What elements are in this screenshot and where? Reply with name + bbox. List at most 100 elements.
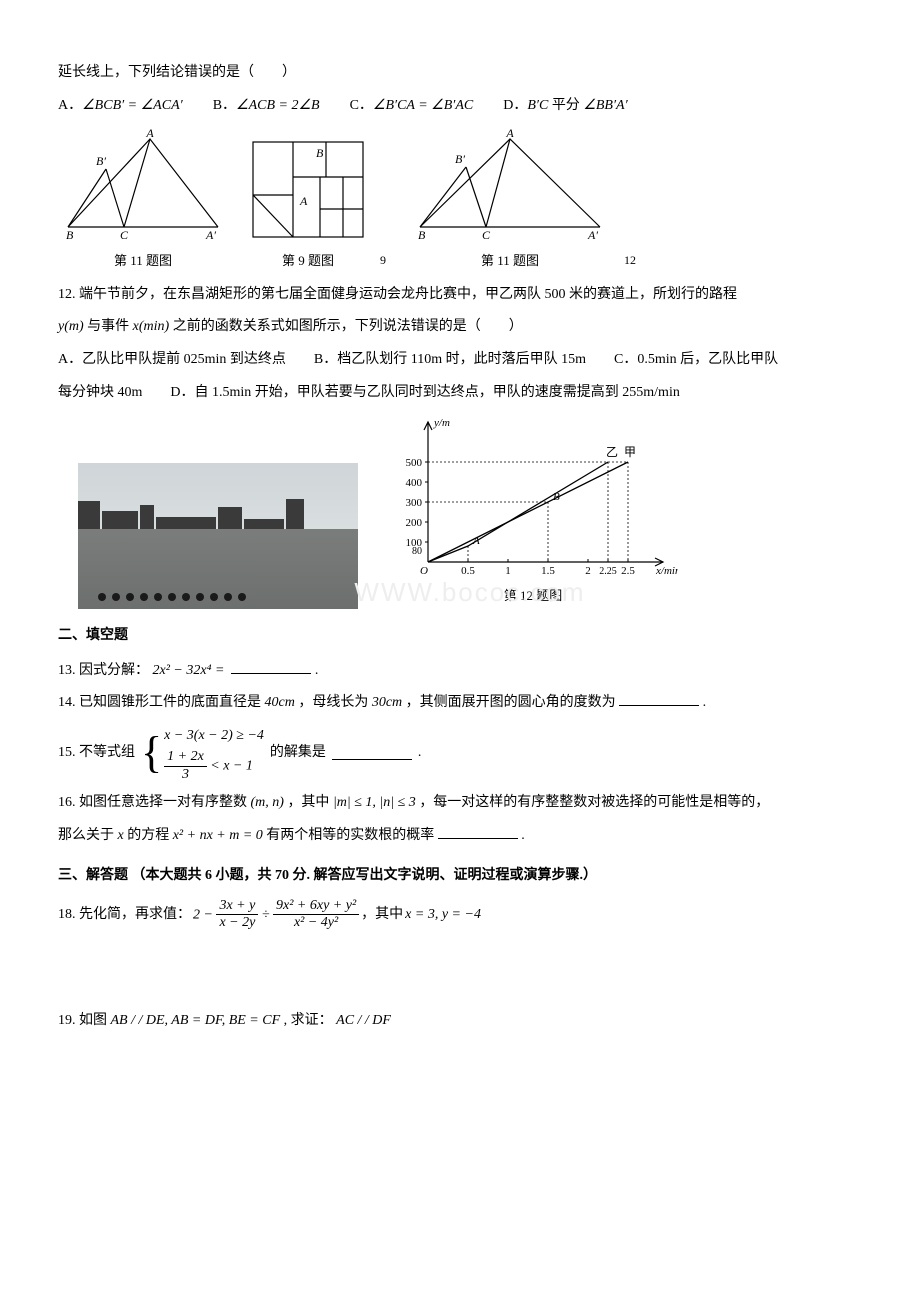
svg-text:A: A	[505, 127, 514, 140]
q12-opts-line2: 每分钟块 40m D．自 1.5min 开始，甲队若要与乙队同时到达终点，甲队的…	[58, 380, 862, 407]
q16-t2: ，其中	[287, 795, 333, 810]
svg-text:B: B	[66, 228, 74, 242]
q15-row1: x − 3(x − 2) ≥ −4	[164, 723, 264, 750]
svg-text:A′: A′	[205, 228, 216, 242]
svg-text:A′: A′	[587, 228, 598, 242]
squares-9-icon: A B	[248, 137, 368, 247]
triangle-11-icon: A B′ B C A′	[58, 127, 228, 247]
svg-text:A: A	[472, 535, 480, 547]
q13-blank	[231, 660, 311, 674]
svg-text:2.5: 2.5	[621, 565, 635, 577]
triangle-11b-icon: A B′ B C A′	[410, 127, 610, 247]
svg-text:A: A	[299, 194, 308, 208]
label-9: 9	[380, 249, 386, 272]
q16-t6: 有两个相等的实数根的概率	[266, 828, 438, 843]
q13-math: 2x² − 32x⁴ =	[153, 663, 225, 678]
q16-m2: |m| ≤ 1, |n| ≤ 3	[333, 795, 416, 810]
q15-r2-num: 1 + 2x	[164, 749, 207, 767]
q11-opt-b: B．∠ACB = 2∠B	[213, 93, 320, 120]
q14-m2: 30cm	[372, 695, 402, 710]
q14-t2: ，母线长为	[298, 695, 372, 710]
q16-blank	[438, 825, 518, 839]
fig11-caption: 第 11 题图	[58, 249, 228, 274]
q16-line1: 16. 如图任意选择一对有序整数 (m, n) ，其中 |m| ≤ 1, |n|…	[58, 790, 862, 817]
q11-options: A．∠BCB′ = ∠ACA′ B．∠ACB = 2∠B C．∠B′CA = ∠…	[58, 93, 862, 120]
q18-pre: 18. 先化简，再求值：	[58, 902, 191, 929]
svg-text:500: 500	[406, 457, 423, 469]
svg-text:B: B	[316, 146, 324, 160]
q19-m2: AC / / DF	[336, 1013, 391, 1028]
q18-f2n: 9x² + 6xy + y²	[273, 898, 359, 916]
svg-text:B′: B′	[455, 152, 465, 166]
label-12: 12	[624, 249, 636, 272]
q18-f2d: x² − 4y²	[273, 915, 359, 932]
q16-m3: x	[118, 828, 124, 843]
svg-text:1: 1	[505, 565, 511, 577]
svg-text:x/min: x/min	[655, 565, 678, 577]
q18-mid: ，其中	[361, 902, 403, 929]
q15-mid: 的解集是	[270, 740, 326, 767]
fig-11-left: A B′ B C A′ 第 11 题图	[58, 127, 228, 274]
q16-m4: x² + nx + m = 0	[173, 828, 263, 843]
opt-b-prefix: B．	[213, 98, 236, 113]
q12-t1: 与事件	[87, 319, 133, 334]
opt-c-math: ∠B′CA = ∠B′AC	[373, 98, 473, 113]
svg-text:C: C	[120, 228, 129, 242]
q14-blank	[619, 692, 699, 706]
fig-9: A B 第 9 题图	[248, 137, 368, 274]
svg-text:A: A	[145, 127, 154, 140]
q12-t2: 之前的函数关系式如图所示，下列说法错误的是（ ）	[173, 319, 523, 334]
opt-c-prefix: C．	[350, 98, 373, 113]
q14-t1: 14. 已知圆锥形工件的底面直径是	[58, 695, 265, 710]
q14-t3: ，其侧面展开图的圆心角的度数为	[406, 695, 616, 710]
q12-m1: y(m)	[58, 319, 84, 334]
q11-opt-a: A．∠BCB′ = ∠ACA′	[58, 93, 183, 120]
opt-d-m1: B′C	[527, 98, 548, 113]
svg-text:B′: B′	[96, 154, 106, 168]
q15-r2-tail: < x − 1	[210, 759, 253, 774]
dragon-boat-photo	[78, 463, 358, 609]
figure-row-11-9: A B′ B C A′ 第 11 题图 A B 第 9 题图 9	[58, 127, 862, 274]
q11-opt-d: D．B′C 平分 ∠BB′A′	[503, 93, 627, 120]
q14: 14. 已知圆锥形工件的底面直径是 40cm ，母线长为 30cm ，其侧面展开…	[58, 690, 862, 717]
q19: 19. 如图 AB / / DE, AB = DF, BE = CF , 求证：…	[58, 1008, 862, 1035]
svg-text:1.5: 1.5	[541, 565, 555, 577]
q14-m1: 40cm	[265, 695, 295, 710]
q12-stem2: y(m) 与事件 x(min) 之前的函数关系式如图所示，下列说法错误的是（ ）	[58, 314, 862, 341]
opt-d-text: 平分	[548, 98, 583, 113]
q15: 15. 不等式组 { x − 3(x − 2) ≥ −4 1 + 2x3 < x…	[58, 723, 862, 784]
q11-opt-c: C．∠B′CA = ∠B′AC	[350, 93, 474, 120]
q18-lead: 2 −	[193, 907, 216, 922]
q16-t1: 16. 如图任意选择一对有序整数	[58, 795, 251, 810]
q13-label: 13. 因式分解：	[58, 663, 149, 678]
q15-r2-den: 3	[164, 767, 207, 784]
q15-blank	[332, 746, 412, 760]
svg-text:甲: 甲	[624, 445, 636, 459]
opt-b-math: ∠ACB = 2∠B	[236, 98, 320, 113]
svg-text:200: 200	[406, 517, 423, 529]
section-2-title: 二、填空题	[58, 623, 862, 650]
section-3-title: 三、解答题 （本大题共 6 小题，共 70 分. 解答应写出文字说明、证明过程或…	[58, 863, 862, 890]
svg-text:B: B	[553, 491, 560, 503]
q19-m: AB / / DE, AB = DF, BE = CF	[111, 1013, 281, 1028]
svg-text:2.25: 2.25	[599, 566, 617, 577]
q18: 18. 先化简，再求值： 2 − 3x + yx − 2y ÷ 9x² + 6x…	[58, 898, 862, 933]
q15-pre: 15. 不等式组	[58, 740, 135, 767]
opt-a-math: ∠BCB′ = ∠ACA′	[82, 98, 183, 113]
opt-d-prefix: D．	[503, 98, 527, 113]
q16-t4: 那么关于	[58, 828, 118, 843]
q15-tail: .	[418, 740, 422, 767]
q16-tail: .	[521, 828, 525, 843]
svg-text:C: C	[482, 228, 491, 242]
q18-expr: 2 − 3x + yx − 2y ÷ 9x² + 6xy + y²x² − 4y…	[193, 898, 359, 933]
q13-tail: .	[315, 663, 319, 678]
q18-f1n: 3x + y	[216, 898, 258, 916]
q18-f1d: x − 2y	[216, 915, 258, 932]
q16-m1: (m, n)	[251, 795, 284, 810]
svg-text:2: 2	[585, 565, 591, 577]
opt-d-m2: ∠BB′A′	[583, 98, 627, 113]
q16-line2: 那么关于 x 的方程 x² + nx + m = 0 有两个相等的实数根的概率 …	[58, 823, 862, 850]
svg-text:80: 80	[412, 546, 422, 557]
q15-row2: 1 + 2x3 < x − 1	[164, 749, 264, 784]
q18-tail: x = 3, y = −4	[405, 902, 481, 929]
